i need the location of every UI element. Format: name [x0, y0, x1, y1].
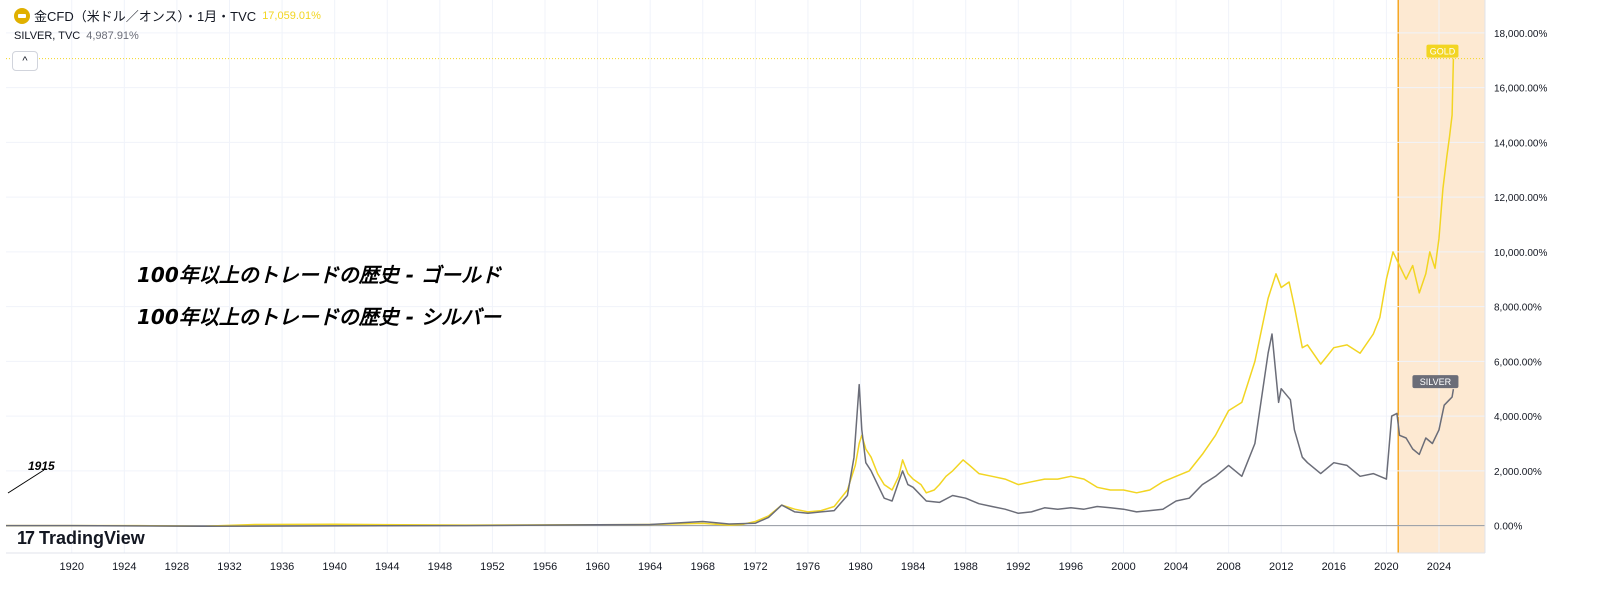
y-tick-label: 4,000.00%: [1494, 412, 1542, 423]
collapse-legend-button[interactable]: ^: [12, 51, 38, 71]
x-tick-label: 1984: [901, 561, 925, 573]
annotation-gold: 100年以上のトレードの歴史 - ゴールド: [137, 263, 501, 287]
x-tick-label: 1952: [480, 561, 504, 573]
highlight-range: [1398, 0, 1485, 553]
x-tick-label: 1968: [691, 561, 715, 573]
x-tick-label: 1976: [796, 561, 820, 573]
x-tick-label: 1936: [270, 561, 294, 573]
y-tick-label: 14,000.00%: [1494, 138, 1547, 149]
series-tag-silver: [1412, 375, 1459, 389]
main-symbol-legend[interactable]: 金CFD（米ドル／オンス）・1月・TVC 17,059.01%: [14, 6, 321, 25]
compare-symbol-value: 4,987.91%: [86, 30, 139, 42]
series-tag-label: GOLD: [1430, 47, 1456, 57]
x-tick-label: 1928: [165, 561, 189, 573]
x-tick-label: 1972: [743, 561, 767, 573]
tradingview-logo-icon: 17: [17, 528, 35, 548]
x-tick-label: 2016: [1322, 561, 1346, 573]
y-tick-label: 18,000.00%: [1494, 29, 1547, 40]
y-tick-label: 12,000.00%: [1494, 193, 1547, 204]
y-tick-label: 2,000.00%: [1494, 467, 1542, 478]
x-tick-label: 2024: [1427, 561, 1451, 573]
x-tick-label: 1964: [638, 561, 662, 573]
series-tag-label: SILVER: [1420, 377, 1452, 387]
main-symbol-title: 金CFD（米ドル／オンス）・1月・TVC: [34, 9, 257, 24]
series-tag-gold: [1426, 44, 1459, 58]
annotation-start-year: 1915: [28, 459, 55, 473]
annotation-silver: 100年以上のトレードの歴史 - シルバー: [137, 305, 501, 329]
x-tick-label: 1948: [428, 561, 452, 573]
y-tick-label: 6,000.00%: [1494, 357, 1542, 368]
x-tick-label: 2012: [1269, 561, 1293, 573]
x-tick-label: 1940: [322, 561, 346, 573]
x-tick-label: 1932: [217, 561, 241, 573]
x-tick-label: 2000: [1111, 561, 1135, 573]
x-tick-label: 1960: [585, 561, 609, 573]
x-tick-label: 1988: [953, 561, 977, 573]
x-tick-label: 1980: [848, 561, 872, 573]
compare-symbol-legend[interactable]: SILVER, TVC 4,987.91%: [14, 30, 139, 42]
series-line-silver[interactable]: [6, 333, 1455, 527]
series-line-gold[interactable]: [6, 58, 1455, 527]
tradingview-logo[interactable]: 17 TradingView: [17, 528, 145, 549]
x-tick-label: 1920: [59, 561, 83, 573]
y-tick-label: 16,000.00%: [1494, 84, 1547, 95]
x-tick-label: 1944: [375, 561, 399, 573]
x-tick-label: 1924: [112, 561, 136, 573]
gold-symbol-icon: [14, 7, 30, 24]
tradingview-logo-text: TradingView: [39, 528, 145, 548]
x-tick-label: 1996: [1059, 561, 1083, 573]
x-tick-label: 1956: [533, 561, 557, 573]
y-tick-label: 10,000.00%: [1494, 248, 1547, 259]
x-tick-label: 2008: [1216, 561, 1240, 573]
x-tick-label: 2004: [1164, 561, 1188, 573]
y-tick-label: 8,000.00%: [1494, 303, 1542, 314]
compare-symbol-title: SILVER, TVC: [14, 30, 81, 42]
y-tick-label: 0.00%: [1494, 522, 1522, 533]
x-tick-label: 2020: [1374, 561, 1398, 573]
annotation-start-year-line: [7, 469, 45, 494]
x-tick-label: 1992: [1006, 561, 1030, 573]
main-symbol-value: 17,059.01%: [262, 9, 321, 22]
